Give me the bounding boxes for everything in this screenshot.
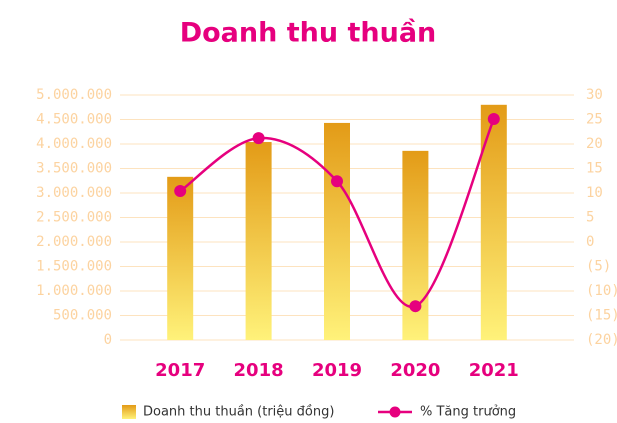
legend-label: % Tăng trưởng: [420, 405, 516, 420]
bar: [480, 104, 507, 340]
y2-tick-label: (10): [586, 283, 617, 299]
y2-tick-label: (5): [586, 259, 611, 275]
y2-tick-label: 0: [586, 234, 594, 250]
y2-tick-label: (15): [586, 308, 617, 324]
x-tick-label: 2018: [234, 360, 284, 381]
y2-tick-label: (20): [586, 332, 617, 348]
y-tick-label: 0: [104, 332, 112, 348]
y-tick-label: 5.000.000: [36, 87, 112, 103]
y2-tick-label: 20: [586, 136, 603, 152]
chart-title: Doanh thu thuần: [180, 18, 437, 49]
legend-swatch: [122, 405, 136, 419]
x-tick-label: 2017: [155, 360, 205, 381]
x-tick-label: 2019: [312, 360, 362, 381]
bar: [324, 122, 350, 341]
y2-tick-label: 15: [586, 161, 603, 177]
x-tick-label: 2020: [390, 360, 440, 381]
y-tick-label: 2.000.000: [36, 234, 112, 250]
y-tick-label: 3.000.000: [36, 185, 112, 201]
x-tick-label: 2021: [469, 360, 519, 381]
y2-tick-label: 10: [586, 185, 603, 201]
point: [487, 113, 500, 126]
bar: [245, 142, 272, 340]
y-tick-label: 500.000: [53, 308, 112, 324]
point: [174, 185, 187, 198]
y-tick-label: 2.500.000: [36, 210, 112, 226]
legend-label: Doanh thu thuần (triệu đồng): [143, 405, 334, 420]
y-tick-label: 4.500.000: [36, 112, 112, 128]
point: [331, 175, 343, 188]
y-tick-label: 1.500.000: [36, 259, 112, 275]
legend-swatch: [389, 406, 401, 418]
y-tick-label: 3.500.000: [36, 161, 112, 177]
y-tick-label: 4.000.000: [36, 136, 112, 152]
point: [409, 300, 422, 313]
line: [179, 118, 495, 308]
y2-tick-label: 30: [586, 87, 603, 103]
point: [252, 132, 265, 145]
y-tick-label: 1.000.000: [36, 283, 112, 299]
y2-tick-label: 5: [586, 210, 594, 226]
bar: [167, 176, 194, 340]
y2-tick-label: 25: [586, 112, 603, 128]
